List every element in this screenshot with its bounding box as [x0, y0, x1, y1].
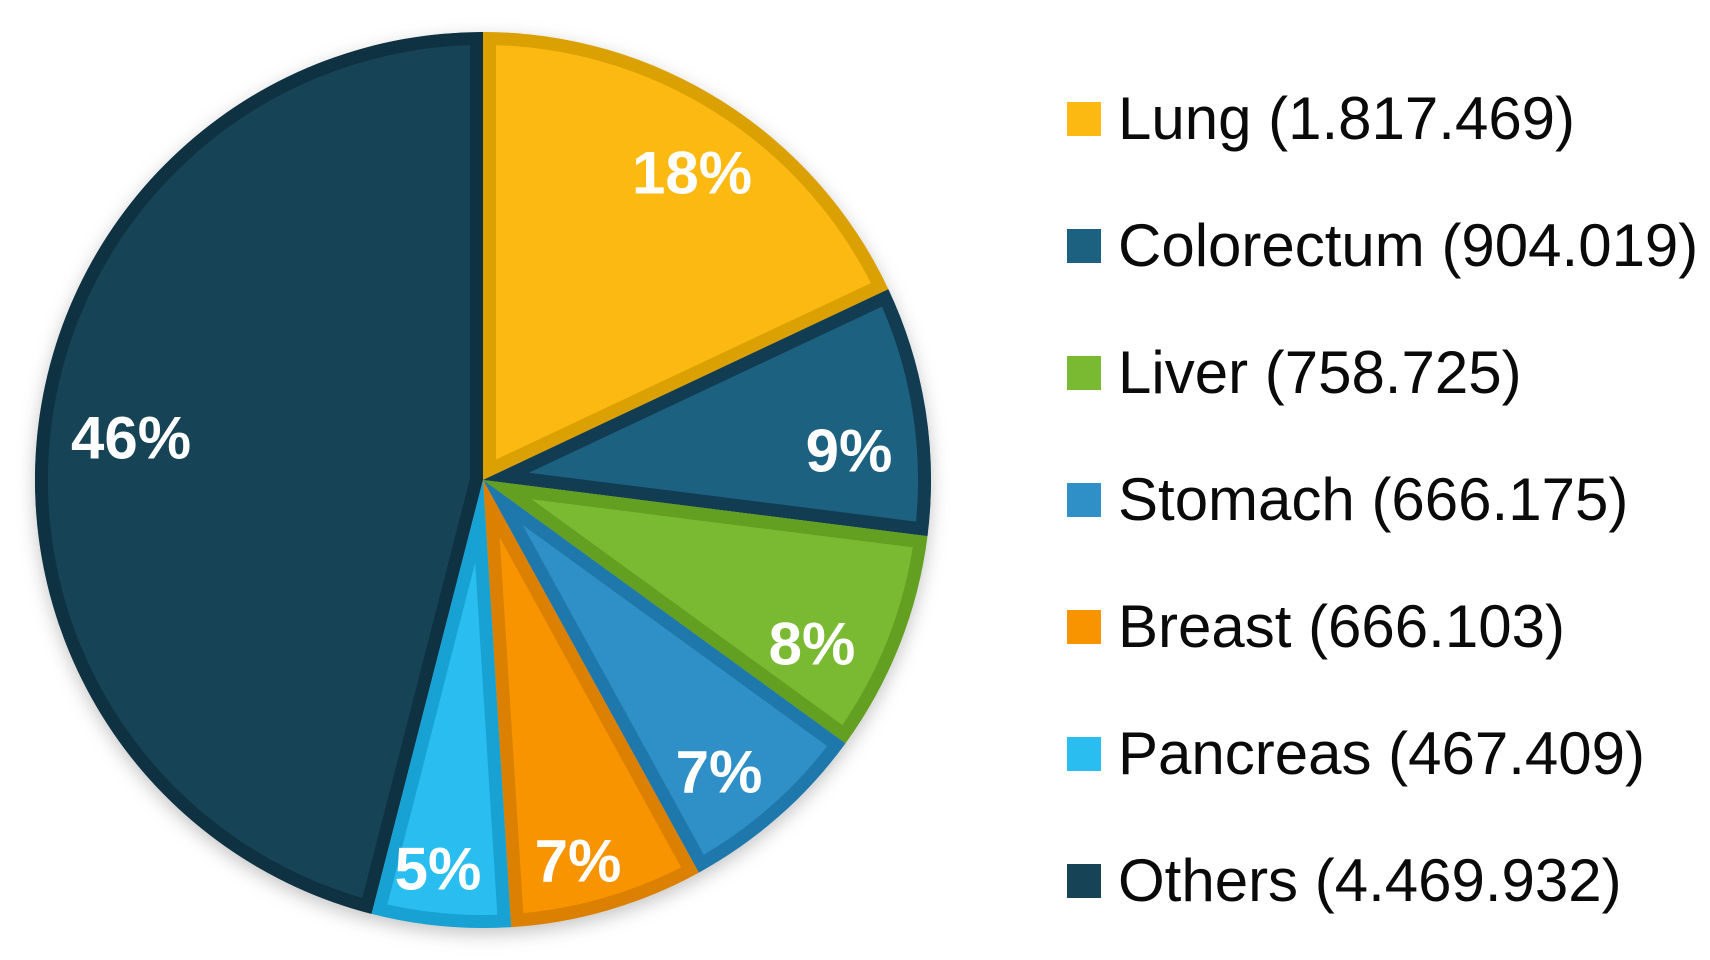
legend-item-lung: Lung (1.817.469)	[1067, 55, 1698, 182]
legend-item-breast: Breast (666.103)	[1067, 563, 1698, 690]
slice-percent-label-lung: 18%	[632, 140, 752, 207]
pie-slice-colorectum	[483, 289, 932, 537]
slice-percent-label-liver: 8%	[769, 611, 856, 678]
slice-percent-label-colorectum: 9%	[806, 418, 893, 485]
legend-label-others: Others (4.469.932)	[1118, 846, 1622, 914]
legend-label-pancreas: Pancreas (467.409)	[1118, 719, 1645, 787]
pie-slice-liver	[483, 480, 928, 744]
legend-swatch-stomach	[1067, 482, 1101, 517]
legend-item-stomach: Stomach (666.175)	[1067, 436, 1698, 563]
legend-label-breast: Breast (666.103)	[1118, 592, 1565, 660]
legend-label-stomach: Stomach (666.175)	[1118, 465, 1629, 533]
slice-percent-label-pancreas: 5%	[395, 836, 482, 903]
legend-item-pancreas: Pancreas (467.409)	[1067, 690, 1698, 817]
pie-labels: 18%9%8%7%7%5%46%	[71, 140, 892, 903]
legend-label-colorectum: Colorectum (904.019)	[1118, 211, 1699, 279]
legend-swatch-breast	[1067, 609, 1101, 644]
legend: Lung (1.817.469) Colorectum (904.019) Live…	[1067, 55, 1698, 944]
legend-swatch-liver	[1067, 355, 1101, 390]
pie-slice-breast	[483, 480, 699, 928]
legend-item-colorectum: Colorectum (904.019)	[1067, 182, 1698, 309]
legend-label-lung: Lung (1.817.469)	[1118, 84, 1576, 152]
legend-swatch-others	[1067, 863, 1101, 898]
pie-slices	[34, 31, 932, 929]
slice-percent-label-stomach: 7%	[676, 739, 763, 806]
legend-swatch-lung	[1067, 101, 1101, 136]
pie-slice-stomach	[483, 480, 846, 873]
pie-chart: 18%9%8%7%7%5%46%	[34, 31, 932, 929]
pie-slice-others	[34, 31, 484, 914]
legend-item-liver: Liver (758.725)	[1067, 309, 1698, 436]
legend-item-others: Others (4.469.932)	[1067, 817, 1698, 944]
legend-swatch-pancreas	[1067, 736, 1101, 771]
slice-percent-label-breast: 7%	[535, 828, 622, 895]
legend-swatch-colorectum	[1067, 228, 1101, 263]
slice-percent-label-others: 46%	[71, 405, 191, 472]
pie-slice-lung	[483, 32, 889, 480]
legend-label-liver: Liver (758.725)	[1118, 338, 1522, 406]
